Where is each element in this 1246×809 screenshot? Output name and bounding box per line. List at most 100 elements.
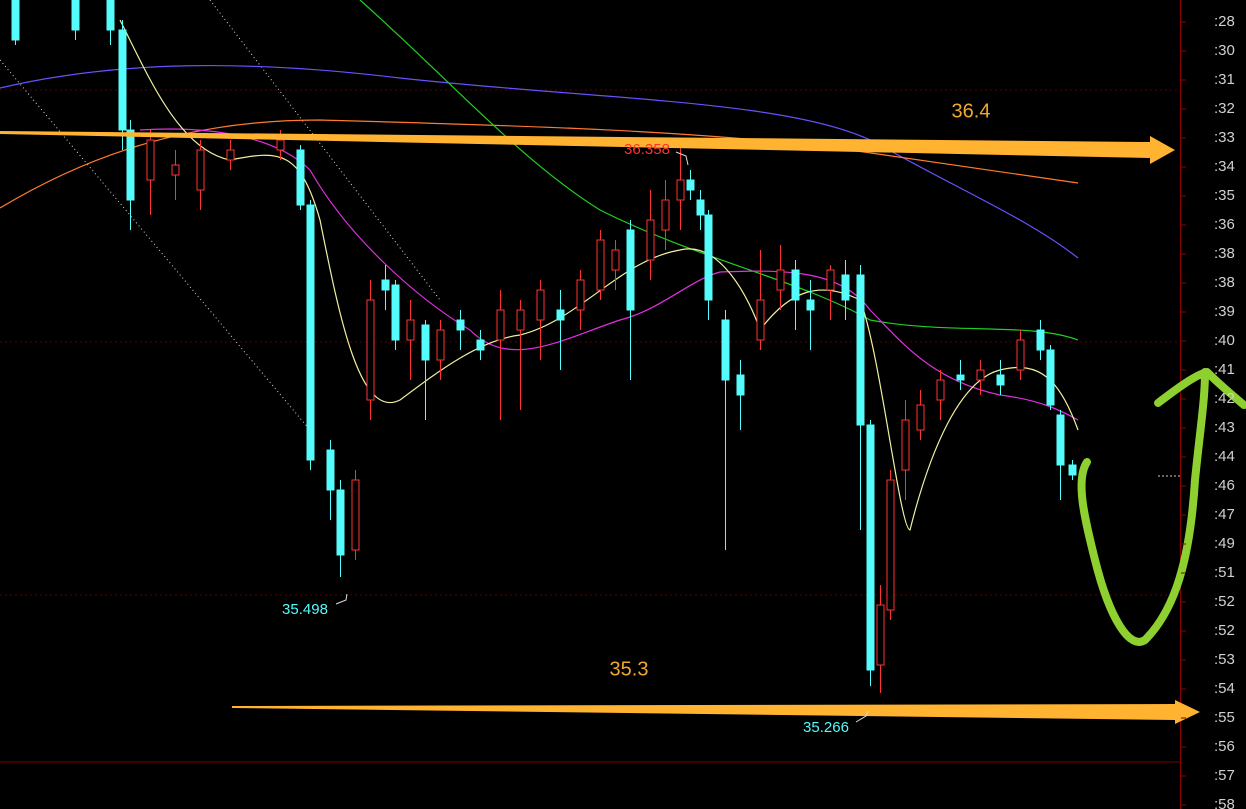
candle-body [976,369,985,381]
candle-body [596,239,605,291]
y-tick-label: :39 [1214,303,1235,320]
y-tick-label: :53 [1214,651,1235,668]
candle-body [826,269,835,291]
y-tick-label: :43 [1214,419,1235,436]
candle-body [956,374,965,381]
candle-body [336,489,345,556]
candle-body [576,279,585,311]
y-tick-label: :30 [1214,42,1235,59]
ma-line [359,0,1079,341]
candle-body [366,299,375,401]
low-label: 35.498 [282,601,328,618]
pointer [335,151,869,723]
low-label: 35.266 [803,719,849,736]
y-tick-label: :46 [1214,477,1235,494]
level-label: 35.3 [610,658,649,680]
high-label: 36.358 [624,141,670,158]
y-tick-label: :38 [1214,274,1235,291]
resistance-arrow [0,131,1175,164]
candle-body [936,379,945,401]
channel-line [0,59,311,431]
forecast-curve [1077,368,1246,646]
y-tick-label: :57 [1214,767,1235,784]
y-tick-label: :55 [1214,709,1235,726]
candle-body [876,604,885,666]
candle-body [686,179,695,191]
candle-body [776,269,785,291]
candle-body [381,279,390,291]
candle-body [996,374,1005,386]
candle-body [736,374,745,396]
candle-body [721,319,730,381]
ma-line [139,128,1079,421]
candle-body [296,149,305,206]
y-tick-label: :40 [1214,332,1235,349]
y-tick-label: :51 [1214,564,1235,581]
y-tick-label: :47 [1214,506,1235,523]
y-tick-label: :58 [1214,796,1235,809]
y-tick-label: :52 [1214,593,1235,610]
y-tick-label: :28 [1214,13,1235,30]
candle-body [696,199,705,216]
candle-body [351,479,360,551]
candle-body [196,149,205,191]
candle-body [791,269,800,301]
candle-body [126,129,135,201]
ma-line [0,64,1079,259]
candle-body [171,164,180,176]
ma-line [0,119,1079,209]
candle-body [856,274,865,426]
level-label: 36.4 [952,100,991,122]
candle-body [276,139,285,151]
y-tick-label: :38 [1214,245,1235,262]
candle-body [626,229,635,311]
candle-body [118,29,127,131]
candle-body [11,0,20,41]
y-tick-label: :52 [1214,622,1235,639]
candle-body [1036,329,1045,351]
candle-body [436,329,445,361]
candle-body [916,404,925,431]
candle-body [901,419,910,471]
candle-body [226,149,235,161]
candle-body [756,299,765,341]
candle-body [406,319,415,341]
candle-body [611,249,620,271]
support-arrow [232,700,1200,724]
y-tick-label: :34 [1214,158,1235,175]
candle-body [1056,414,1065,466]
candle-body [646,219,655,261]
candle-body [1046,349,1055,406]
y-tick-label: :56 [1214,738,1235,755]
candle-body [661,199,670,231]
candle-body [421,324,430,361]
candle-body [306,204,315,461]
candle-body [676,179,685,201]
candle-body [1016,339,1025,371]
y-tick-label: :42 [1214,390,1235,407]
candle-body [704,214,713,301]
candle-body [146,139,155,181]
y-tick-label: :31 [1214,71,1235,88]
candle-body [1068,464,1077,476]
candle-body [556,309,565,321]
y-tick-label: :41 [1214,361,1235,378]
candles [11,0,1077,693]
candle-body [496,309,505,341]
y-tick-label: :32 [1214,100,1235,117]
candle-body [456,319,465,331]
y-tick-label: :36 [1214,216,1235,233]
candle-body [391,284,400,341]
candle-body [886,479,895,611]
candle-body [841,274,850,301]
candle-body [536,289,545,321]
y-tick-label: :35 [1214,187,1235,204]
y-tick-label: :54 [1214,680,1235,697]
y-tick-label: :49 [1214,535,1235,552]
candle-body [71,0,80,31]
candle-body [106,0,115,31]
candle-body [806,299,815,311]
